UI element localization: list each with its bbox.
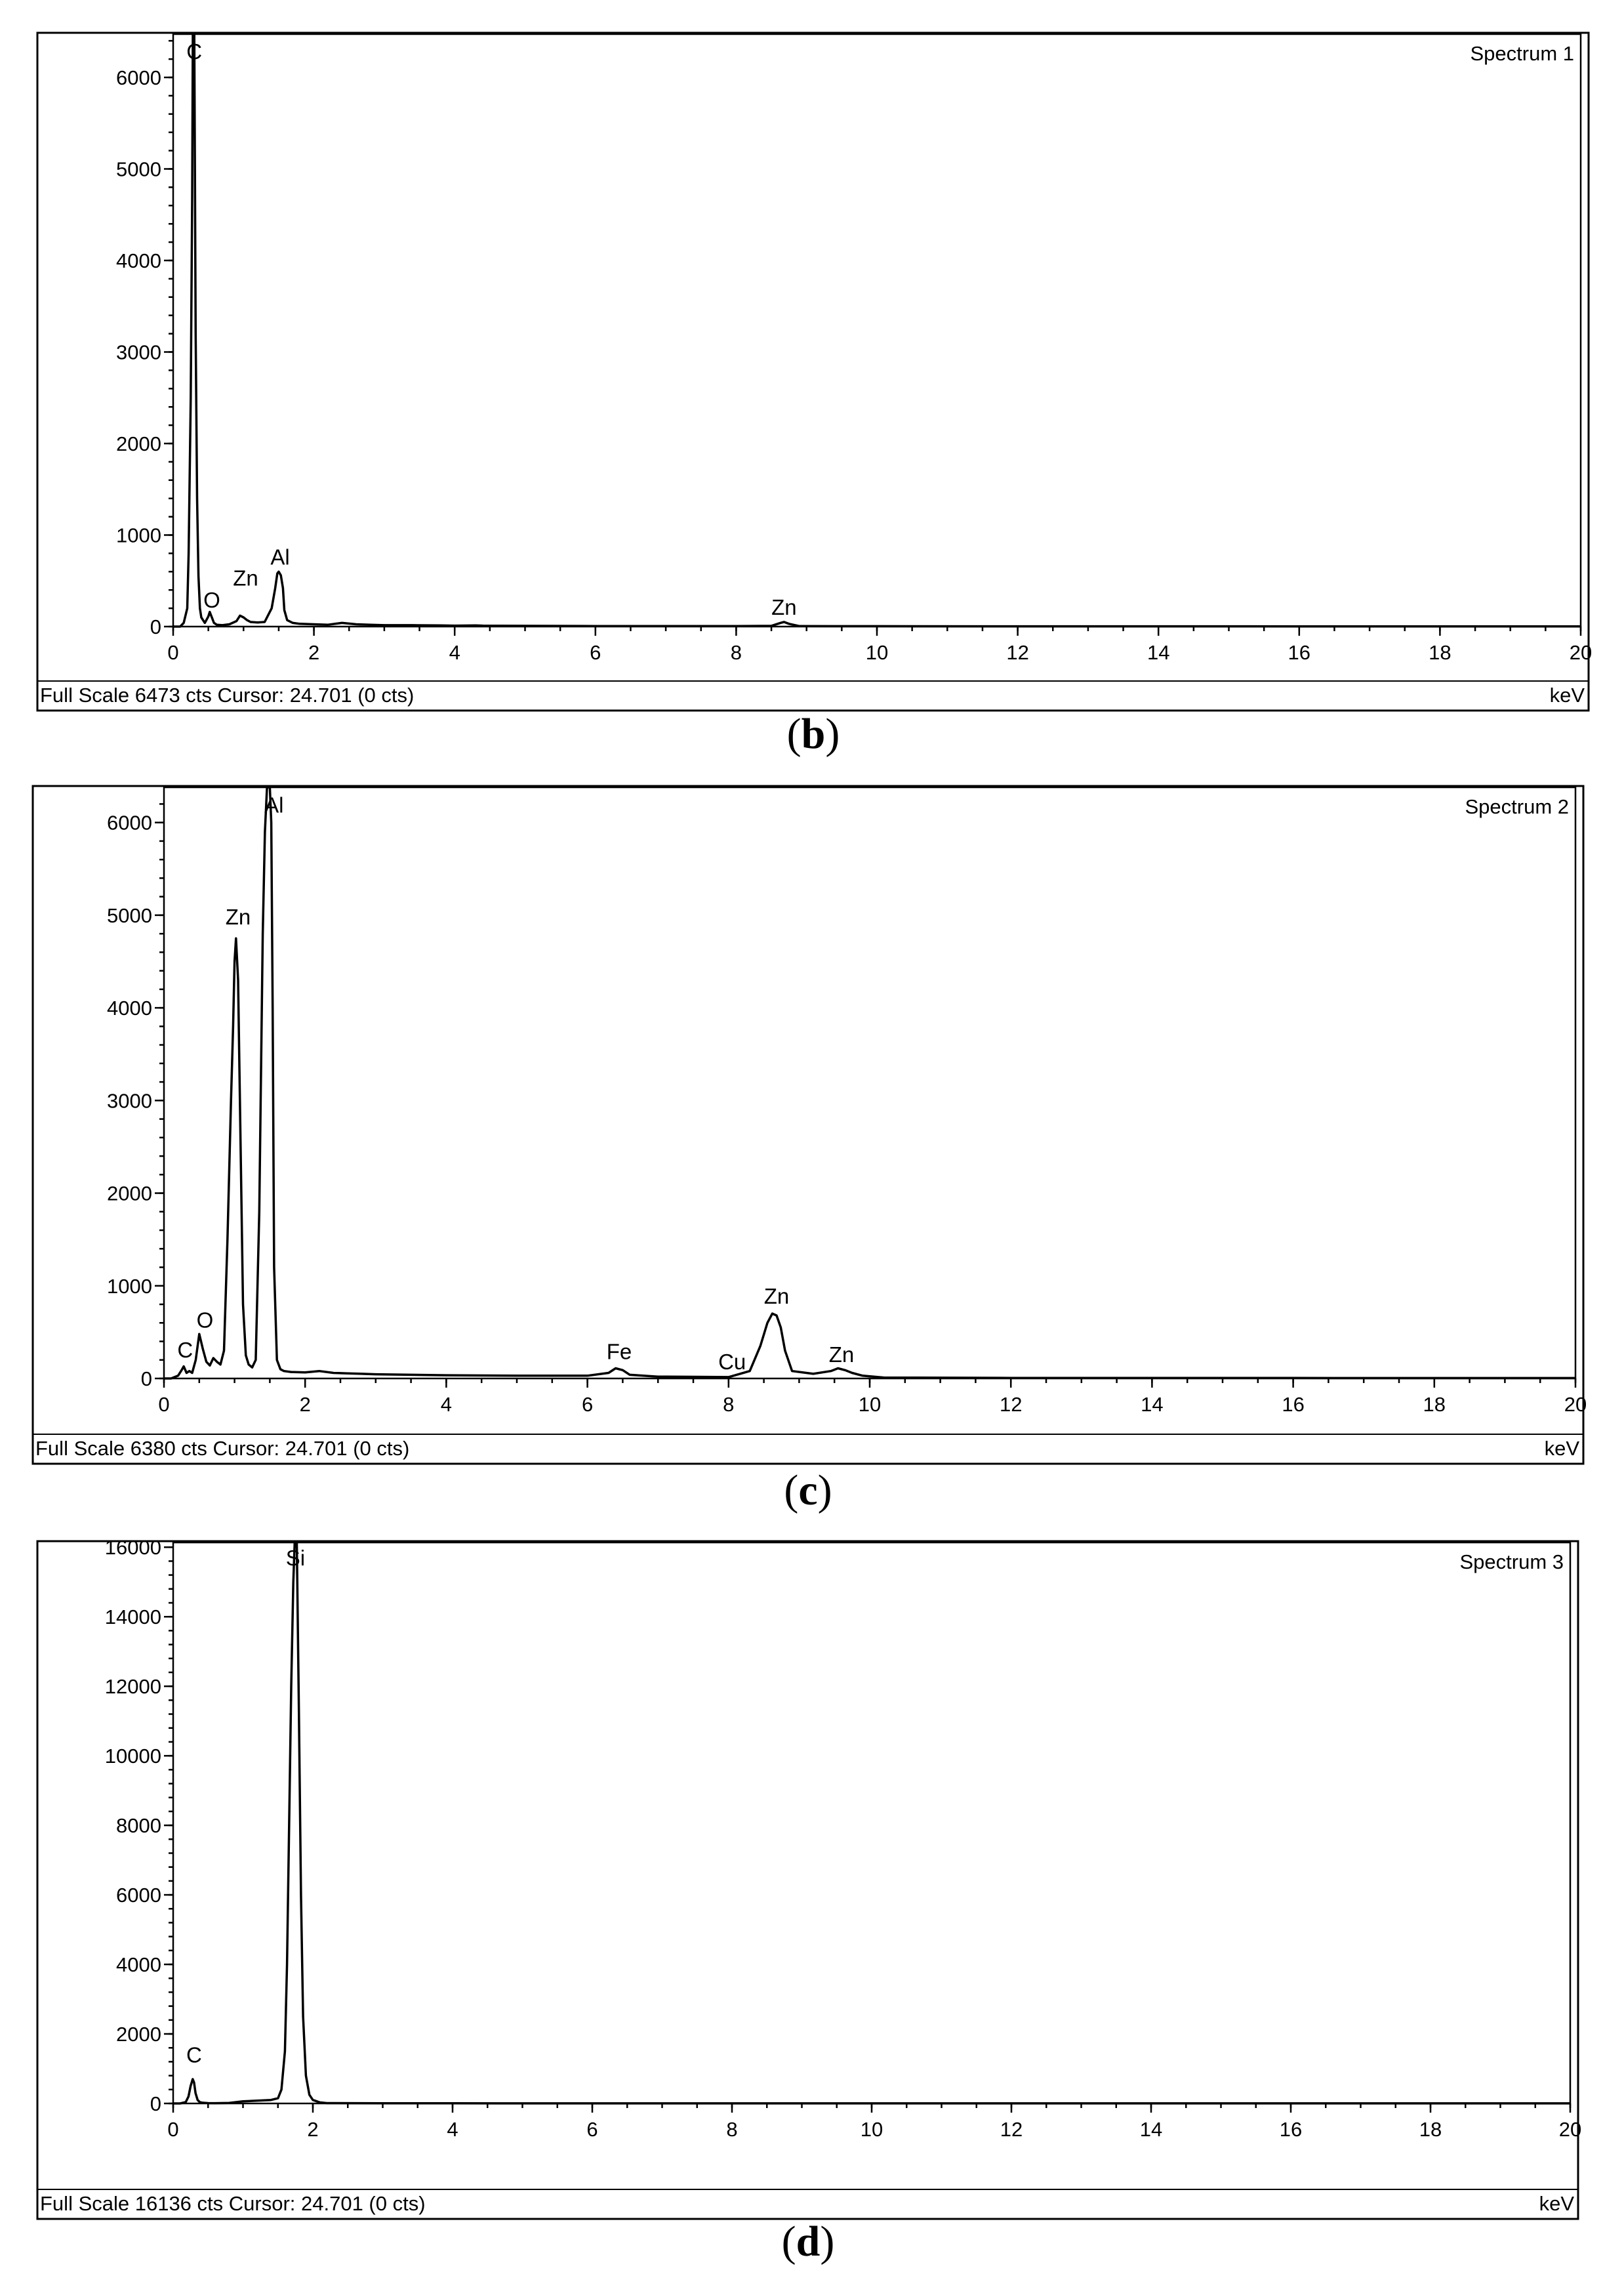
x-tick-label: 6 bbox=[586, 2118, 598, 2141]
x-tick-label: 20 bbox=[1559, 2118, 1581, 2141]
y-tick-label: 14000 bbox=[105, 1605, 161, 1628]
x-tick-label: 18 bbox=[1419, 2118, 1442, 2141]
y-tick-label: 4000 bbox=[116, 1953, 161, 1976]
peak-label: Zn bbox=[233, 566, 258, 590]
y-tick-label: 5000 bbox=[116, 157, 161, 180]
x-tick-label: 4 bbox=[447, 2118, 458, 2141]
spectrum-panel: 0 2000 4000 6000 8000 10000 12000 14000 16000 0 2 4… bbox=[36, 1536, 1581, 2266]
y-tick-label: 3000 bbox=[116, 341, 161, 363]
spectrum-trace bbox=[173, 33, 1581, 628]
y-tick-label: 6000 bbox=[116, 1884, 161, 1907]
y-tick-label: 4000 bbox=[116, 249, 161, 272]
panel-caption: (c) bbox=[784, 1466, 832, 1514]
peak-label: C bbox=[186, 39, 202, 64]
x-tick-label: 16 bbox=[1288, 641, 1310, 664]
peak-label: Al bbox=[270, 545, 289, 569]
x-tick-label: 8 bbox=[731, 641, 742, 664]
y-tick-label: 0 bbox=[150, 2092, 161, 2115]
x-tick-label: 10 bbox=[859, 1393, 881, 1416]
x-tick-label: 12 bbox=[1006, 641, 1028, 664]
y-tick-label: 6000 bbox=[116, 66, 161, 89]
panel-frame bbox=[36, 31, 1590, 712]
spectrum-label: Spectrum 2 bbox=[1465, 795, 1569, 818]
spectrum-panel: 0 1000 2000 3000 4000 5000 6000 0 2 4 6 8 10 12 14 16 18… bbox=[31, 785, 1587, 1514]
footer-status-text: Full Scale 6380 cts Cursor: 24.701 (0 ct… bbox=[35, 1437, 409, 1460]
x-tick-label: 16 bbox=[1280, 2118, 1302, 2141]
x-tick-label: 10 bbox=[866, 641, 888, 664]
y-tick-label: 5000 bbox=[107, 904, 152, 927]
panel-caption-letter: d bbox=[796, 2218, 821, 2266]
y-tick-label: 8000 bbox=[116, 1814, 161, 1837]
x-tick-label: 6 bbox=[582, 1393, 593, 1416]
y-tick-label: 0 bbox=[150, 615, 161, 638]
x-tick-label: 4 bbox=[441, 1393, 452, 1416]
footer-status-text: Full Scale 6473 cts Cursor: 24.701 (0 ct… bbox=[40, 684, 414, 707]
peak-label: O bbox=[203, 588, 220, 612]
x-tick-label: 2 bbox=[307, 2118, 318, 2141]
x-tick-label: 6 bbox=[590, 641, 601, 664]
peak-label: Zn bbox=[226, 905, 251, 929]
y-tick-label: 2000 bbox=[116, 432, 161, 455]
x-tick-label: 14 bbox=[1141, 1393, 1163, 1416]
panel-caption-letter: b bbox=[802, 710, 826, 758]
x-unit-label: keV bbox=[1545, 1437, 1580, 1460]
panel-caption: (d) bbox=[782, 2218, 835, 2266]
peak-label: Cu bbox=[718, 1350, 746, 1374]
x-tick-label: 4 bbox=[449, 641, 460, 664]
y-tick-label: 4000 bbox=[107, 997, 152, 1020]
panel-caption: (b) bbox=[787, 710, 840, 758]
peak-label: Si bbox=[286, 1546, 305, 1570]
y-tick-label: 2000 bbox=[116, 2023, 161, 2046]
spectrum-trace bbox=[164, 786, 1575, 1380]
x-tick-label: 20 bbox=[1564, 1393, 1587, 1416]
spectrum-panel: 0 1000 2000 3000 4000 5000 6000 0 2 4 6 8 10 12 14 16 18… bbox=[36, 31, 1592, 758]
peak-label: Zn bbox=[764, 1284, 790, 1308]
x-tick-label: 0 bbox=[167, 2118, 178, 2141]
x-tick-label: 20 bbox=[1570, 641, 1592, 664]
x-tick-label: 12 bbox=[1000, 2118, 1023, 2141]
y-tick-label: 3000 bbox=[107, 1089, 152, 1112]
x-tick-label: 10 bbox=[861, 2118, 883, 2141]
x-tick-label: 0 bbox=[167, 641, 178, 664]
footer-status-text: Full Scale 16136 cts Cursor: 24.701 (0 c… bbox=[40, 2192, 426, 2215]
x-tick-label: 2 bbox=[300, 1393, 311, 1416]
x-tick-label: 12 bbox=[1000, 1393, 1022, 1416]
y-tick-label: 12000 bbox=[105, 1675, 161, 1698]
x-tick-label: 2 bbox=[308, 641, 319, 664]
x-tick-label: 0 bbox=[158, 1393, 169, 1416]
spectrum-label: Spectrum 3 bbox=[1459, 1550, 1564, 1573]
peak-label: Zn bbox=[829, 1342, 855, 1367]
y-tick-label: 1000 bbox=[107, 1275, 152, 1298]
peak-label: C bbox=[177, 1338, 193, 1362]
x-tick-label: 16 bbox=[1282, 1393, 1304, 1416]
panel-frame bbox=[36, 1540, 1579, 2220]
peak-label: Zn bbox=[771, 595, 797, 619]
peak-label: Fe bbox=[607, 1340, 632, 1364]
x-tick-label: 18 bbox=[1429, 641, 1451, 664]
x-tick-label: 8 bbox=[726, 2118, 737, 2141]
peak-label: C bbox=[186, 2043, 202, 2067]
panel-caption-letter: c bbox=[798, 1466, 817, 1514]
spectrum-label: Spectrum 1 bbox=[1470, 42, 1574, 65]
x-unit-label: keV bbox=[1550, 684, 1585, 707]
y-tick-label: 1000 bbox=[116, 524, 161, 547]
y-tick-label: 6000 bbox=[107, 812, 152, 835]
peak-label: O bbox=[197, 1308, 214, 1333]
x-unit-label: keV bbox=[1539, 2192, 1575, 2215]
x-tick-label: 14 bbox=[1140, 2118, 1162, 2141]
x-tick-label: 8 bbox=[723, 1393, 734, 1416]
spectrum-trace bbox=[173, 1541, 1570, 2105]
y-tick-label: 16000 bbox=[105, 1536, 161, 1559]
y-tick-label: 2000 bbox=[107, 1182, 152, 1205]
y-tick-label: 10000 bbox=[105, 1745, 161, 1768]
x-tick-label: 18 bbox=[1423, 1393, 1446, 1416]
x-tick-label: 14 bbox=[1147, 641, 1169, 664]
y-tick-label: 0 bbox=[141, 1367, 152, 1390]
peak-label: Al bbox=[264, 793, 283, 817]
panel-frame bbox=[31, 785, 1585, 1465]
